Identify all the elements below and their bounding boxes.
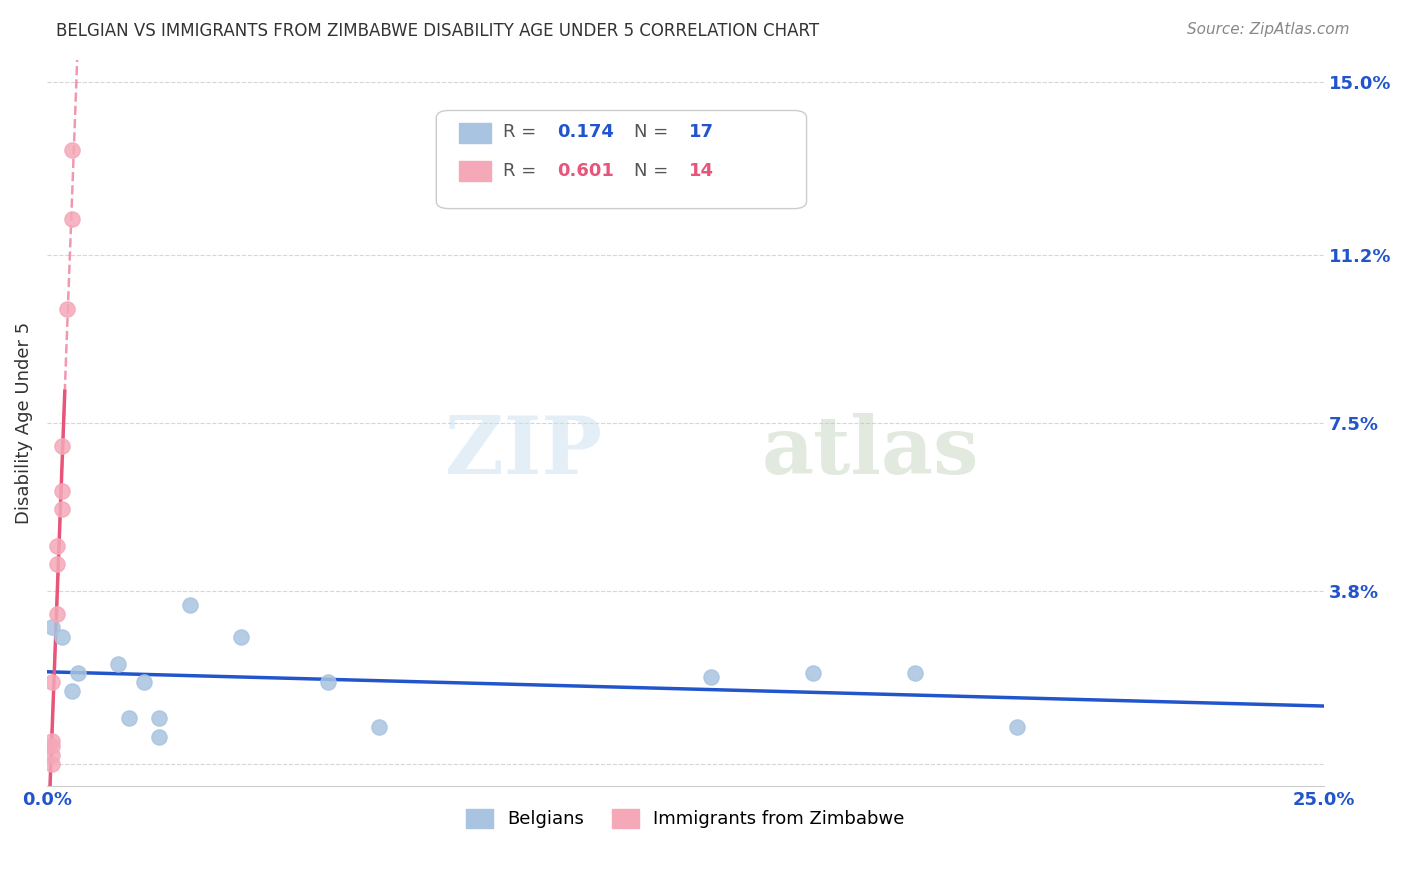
Text: Source: ZipAtlas.com: Source: ZipAtlas.com — [1187, 22, 1350, 37]
Text: 17: 17 — [689, 123, 714, 141]
Point — [700, 670, 723, 684]
Bar — [460, 161, 491, 181]
Text: R =: R = — [503, 161, 541, 180]
Y-axis label: Disability Age Under 5: Disability Age Under 5 — [15, 322, 32, 524]
Point — [904, 665, 927, 680]
Text: 0.174: 0.174 — [558, 123, 614, 141]
Point — [117, 711, 139, 725]
Point — [51, 502, 73, 516]
Point — [62, 144, 84, 158]
Legend: Belgians, Immigrants from Zimbabwe: Belgians, Immigrants from Zimbabwe — [458, 802, 911, 836]
Point — [56, 302, 79, 317]
Text: 14: 14 — [689, 161, 714, 180]
Point — [46, 539, 69, 553]
Text: BELGIAN VS IMMIGRANTS FROM ZIMBABWE DISABILITY AGE UNDER 5 CORRELATION CHART: BELGIAN VS IMMIGRANTS FROM ZIMBABWE DISA… — [56, 22, 820, 40]
Text: atlas: atlas — [762, 413, 979, 491]
Text: 0.601: 0.601 — [558, 161, 614, 180]
Point — [148, 730, 170, 744]
Point — [51, 630, 73, 644]
Point — [62, 684, 84, 698]
Point — [107, 657, 129, 671]
Text: R =: R = — [503, 123, 541, 141]
Text: N =: N = — [634, 161, 675, 180]
Point — [51, 484, 73, 499]
Point — [41, 739, 63, 753]
Point — [46, 607, 69, 621]
Point — [62, 211, 84, 226]
Point — [179, 598, 201, 612]
Point — [41, 675, 63, 690]
Bar — [460, 123, 491, 144]
Point — [801, 665, 824, 680]
Point — [41, 620, 63, 634]
Point — [132, 675, 155, 690]
Point — [367, 720, 389, 734]
Point — [46, 557, 69, 571]
Text: ZIP: ZIP — [446, 413, 602, 491]
Point — [229, 630, 252, 644]
Point — [316, 675, 339, 690]
FancyBboxPatch shape — [436, 111, 807, 209]
Point — [41, 747, 63, 762]
Point — [41, 734, 63, 748]
Point — [51, 439, 73, 453]
Point — [148, 711, 170, 725]
Point — [66, 665, 89, 680]
Text: N =: N = — [634, 123, 675, 141]
Point — [1005, 720, 1028, 734]
Point — [41, 756, 63, 771]
